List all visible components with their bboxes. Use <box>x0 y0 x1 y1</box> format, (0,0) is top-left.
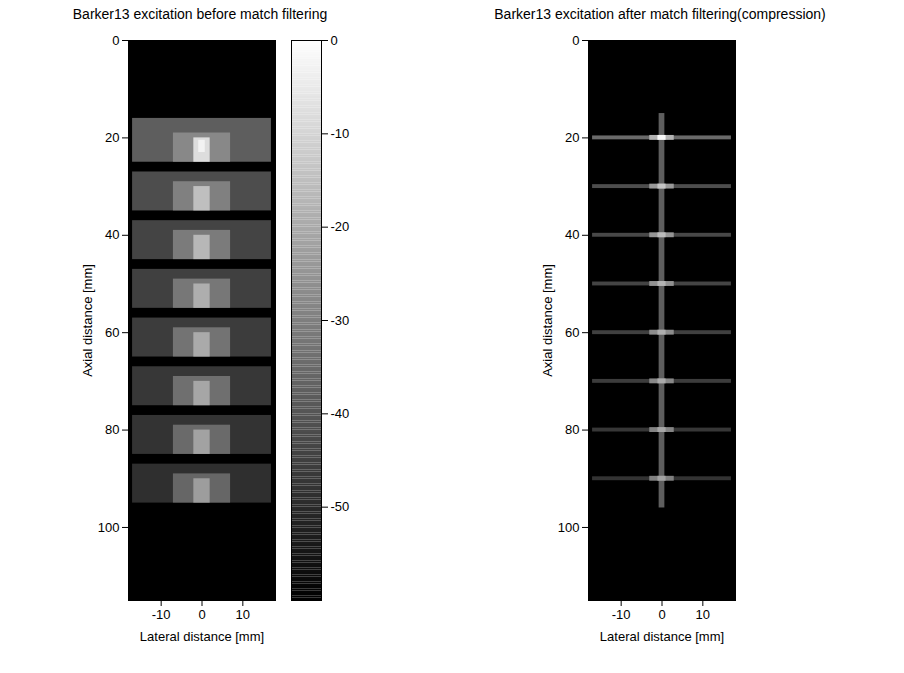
svg-text:-10: -10 <box>331 126 350 141</box>
svg-text:-10: -10 <box>152 607 171 622</box>
svg-text:-20: -20 <box>331 219 350 234</box>
html-text:Barker13 excitation before mat: Barker13 excitation before match filteri… <box>72 6 328 22</box>
svg-text:0: 0 <box>658 607 665 622</box>
svg-text:20: 20 <box>105 130 119 145</box>
svg-text:60: 60 <box>565 325 579 340</box>
svg-text:100: 100 <box>558 520 580 535</box>
svg-text:10: 10 <box>236 607 250 622</box>
svg-text:Axial distance [mm]: Axial distance [mm] <box>80 264 95 377</box>
svg-text:80: 80 <box>565 422 579 437</box>
svg-text:-50: -50 <box>331 499 350 514</box>
html-text:Barker13 excitation after matc: Barker13 excitation after match filterin… <box>494 6 826 22</box>
svg-text:-30: -30 <box>331 313 350 328</box>
svg-text:-10: -10 <box>612 607 631 622</box>
svg-text:Lateral distance [mm]: Lateral distance [mm] <box>140 629 264 644</box>
svg-text:20: 20 <box>565 130 579 145</box>
svg-text:10: 10 <box>696 607 710 622</box>
svg-text:0: 0 <box>572 33 579 48</box>
svg-text:0: 0 <box>112 33 119 48</box>
svg-text:Lateral distance [mm]: Lateral distance [mm] <box>600 629 724 644</box>
svg-text:0: 0 <box>331 33 338 48</box>
svg-text:60: 60 <box>105 325 119 340</box>
svg-text:40: 40 <box>565 227 579 242</box>
svg-text:-40: -40 <box>331 406 350 421</box>
svg-text:100: 100 <box>98 520 120 535</box>
svg-text:0: 0 <box>198 607 205 622</box>
svg-text:40: 40 <box>105 227 119 242</box>
svg-text:Axial distance [mm]: Axial distance [mm] <box>540 264 555 377</box>
svg-text:80: 80 <box>105 422 119 437</box>
